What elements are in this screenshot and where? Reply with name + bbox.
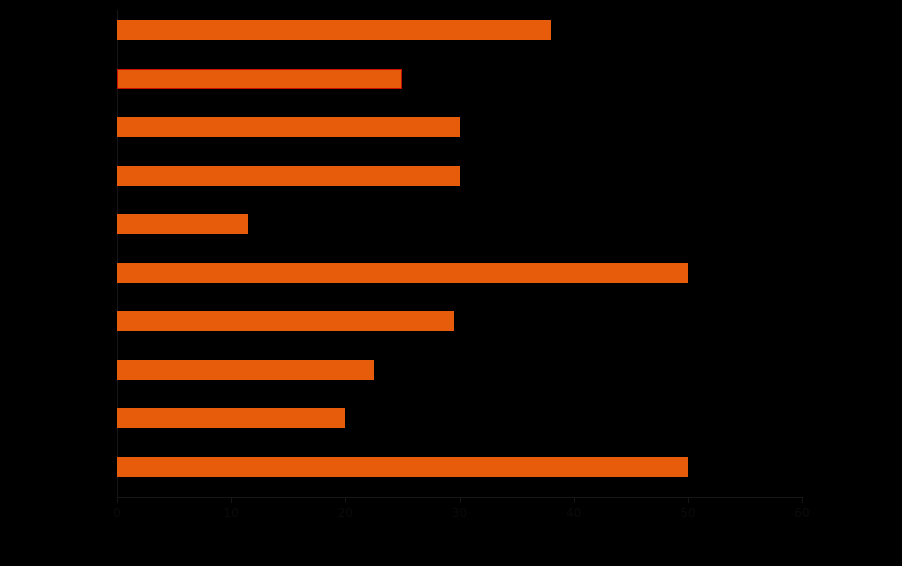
bar-row-5	[117, 214, 249, 235]
x-tick-label: 50	[680, 506, 696, 520]
bar-row-8	[117, 359, 374, 380]
bar-row-1	[117, 20, 551, 40]
x-axis-spine	[117, 497, 803, 498]
x-tick-mark	[117, 498, 118, 503]
x-tick-mark	[687, 498, 689, 503]
x-tick-mark	[802, 498, 803, 503]
x-tick-label: 40	[566, 506, 582, 520]
y-axis-spine	[117, 10, 118, 498]
x-tick-label: 10	[223, 506, 239, 520]
bar-row-10	[117, 457, 688, 478]
x-tick-mark	[573, 498, 575, 503]
x-tick-mark	[231, 498, 233, 503]
x-tick-label: 0	[113, 506, 121, 520]
bar-row-2	[117, 68, 403, 89]
bar-row-9	[117, 408, 346, 429]
bar-row-6	[117, 262, 688, 283]
x-tick-mark	[459, 498, 461, 503]
x-tick-label: 30	[451, 506, 468, 520]
plot-area	[117, 10, 802, 497]
x-tick-mark	[345, 498, 347, 503]
x-tick-label: 20	[337, 506, 353, 520]
bar-row-3	[117, 117, 460, 138]
bar-row-7	[117, 311, 454, 332]
bar-row-4	[117, 165, 460, 186]
x-tick-label: 60	[794, 506, 810, 520]
